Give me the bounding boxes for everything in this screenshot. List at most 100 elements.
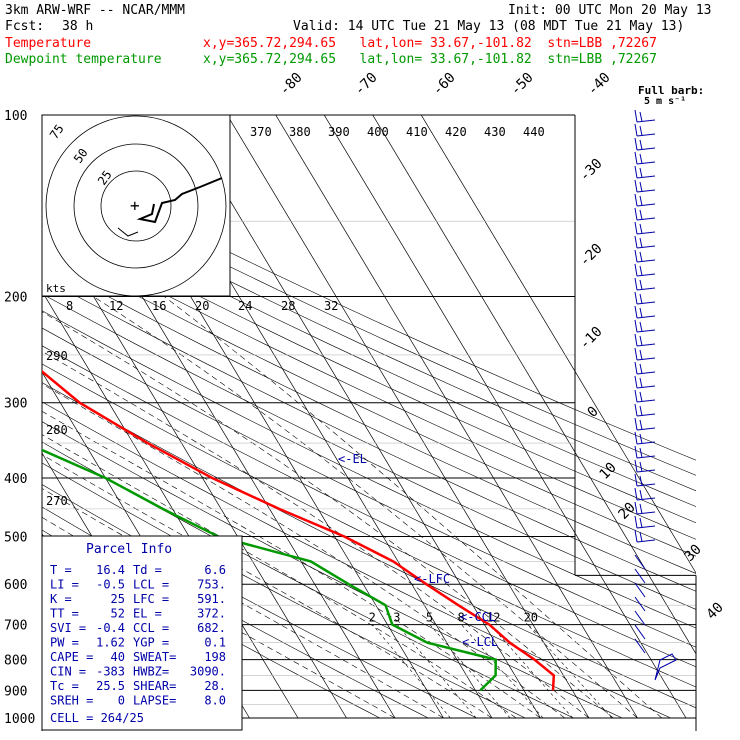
theta-left-label: 290: [46, 349, 68, 363]
wind-barb: [634, 624, 646, 640]
parcel-param-label: LAPSE=: [133, 694, 176, 708]
parcel-param-label: PW =: [50, 636, 79, 650]
parcel-param-label: SHEAR=: [133, 679, 176, 693]
wind-barb: [636, 217, 656, 221]
wind-barb-flag: [639, 181, 643, 192]
wind-barb-flag: [634, 459, 638, 473]
wind-barb-flag: [634, 515, 638, 529]
wind-barb: [636, 539, 656, 543]
parcel-param-value: 28.: [204, 679, 226, 693]
wind-barb-flag: [634, 235, 638, 249]
parcel-param-value: 591.: [197, 592, 226, 606]
wind-barb-flag: [639, 251, 643, 262]
wind-barb: [636, 455, 656, 459]
mixing-ratio-line: [527, 624, 613, 719]
wind-barb-flag: [634, 473, 638, 487]
storm-cell-motion: CELL = 264/25: [50, 711, 144, 725]
theta-label: 440: [523, 125, 545, 139]
parcel-param-value: 372.: [197, 607, 226, 621]
hodograph-speed-label: kts: [46, 282, 66, 295]
wind-barb: [636, 399, 656, 403]
wind-barb-flag: [639, 405, 643, 416]
wind-barb: [636, 203, 656, 207]
wind-barb: [634, 554, 646, 570]
isotherm-label: -60: [430, 70, 459, 99]
wind-barb-flag: [634, 347, 638, 361]
isotherm-label: -80: [277, 70, 306, 99]
full-barb-value: 5 m s⁻¹: [644, 96, 686, 107]
dewpoint-station-info: x,y=365.72,294.65 lat,lon= 33.67,-101.82…: [203, 52, 657, 67]
mixing-ratio-label: 20: [524, 611, 538, 625]
wind-barb: [634, 596, 646, 612]
wind-barb-flag: [634, 375, 638, 389]
hodograph-ring-label: 50: [71, 146, 91, 166]
wind-barb-flag: [639, 153, 643, 164]
wind-barb-flag: [639, 321, 643, 332]
wind-barb-flag: [634, 417, 638, 431]
wind-barb: [634, 568, 646, 584]
moist-adiabat-line: [93, 296, 638, 719]
wind-barb-flag: [634, 361, 638, 375]
wind-barb-flag: [639, 419, 643, 430]
parcel-param-label: LFC =: [133, 592, 169, 606]
wind-barb-flag: [634, 431, 638, 445]
wind-barb: [634, 610, 646, 626]
hodograph-speed-tick: 12: [109, 299, 123, 313]
wind-barb-flag: [639, 447, 643, 458]
temperature-profile-line: [42, 369, 556, 691]
wind-barb: [636, 483, 656, 487]
wind-barb-flag: [634, 123, 638, 137]
wind-barb: [636, 133, 656, 137]
wind-barb-flag: [639, 391, 643, 402]
isotherm-label: -10: [577, 324, 606, 353]
wind-barb-flag: [634, 445, 638, 459]
parcel-param-value: 25: [111, 592, 125, 606]
pressure-tick-label: 1000: [4, 712, 35, 727]
isotherm-line: [420, 115, 696, 574]
isotherm-line: [323, 115, 687, 719]
wind-barb: [636, 161, 656, 165]
wind-barb-flag: [639, 307, 643, 318]
pressure-tick-label: 900: [4, 684, 27, 699]
level-annotation: <-CCL: [460, 610, 496, 624]
wind-barb-flag: [639, 167, 643, 178]
hodograph-ring: [100, 170, 172, 242]
hodograph-speed-tick: 16: [152, 299, 166, 313]
parcel-param-value: -0.4: [96, 621, 125, 635]
wind-barb-flag: [634, 529, 638, 543]
wind-barb-flag: [639, 293, 643, 304]
pressure-tick-label: 300: [4, 397, 27, 412]
wind-barb: [636, 119, 656, 123]
parcel-param-label: LI =: [50, 578, 79, 592]
isotherm-label: -20: [577, 241, 606, 270]
hodograph-speed-tick: 24: [238, 299, 252, 313]
mixing-ratio-label: 12: [486, 611, 500, 625]
mixing-ratio-label: 8: [458, 611, 465, 625]
wind-barb-flag: [639, 279, 643, 290]
dewpoint-legend: Dewpoint temperature: [5, 52, 162, 67]
wind-barb-flag: [639, 377, 643, 388]
wind-barb: [636, 371, 656, 375]
pressure-tick-label: 600: [4, 578, 27, 593]
wind-barb-flag: [639, 265, 643, 276]
parcel-param-value: 16.4: [96, 563, 125, 577]
wind-barb: [636, 245, 656, 249]
hodograph-speed-tick: 32: [324, 299, 338, 313]
wind-barb-flag: [634, 403, 638, 417]
isotherm-line: [275, 115, 638, 719]
full-barb-label: Full barb:: [638, 84, 704, 97]
wind-barb: [636, 497, 656, 501]
parcel-param-label: EL =: [133, 607, 162, 621]
parcel-param-value: 52: [111, 607, 125, 621]
hodograph-speed-tick: 20: [195, 299, 209, 313]
isotherm-label: -50: [508, 70, 537, 99]
wind-barb: [636, 413, 656, 417]
wind-barb-flag: [634, 249, 638, 263]
temperature-station-info: x,y=365.72,294.65 lat,lon= 33.67,-101.82…: [203, 36, 657, 51]
isotherm-label: 40: [704, 600, 727, 623]
parcel-param-label: YGP =: [133, 636, 169, 650]
storm-motion-mark: [117, 227, 139, 237]
wind-barb: [634, 582, 646, 598]
wind-barb-flag: [639, 517, 643, 528]
wind-barb: [636, 469, 656, 473]
